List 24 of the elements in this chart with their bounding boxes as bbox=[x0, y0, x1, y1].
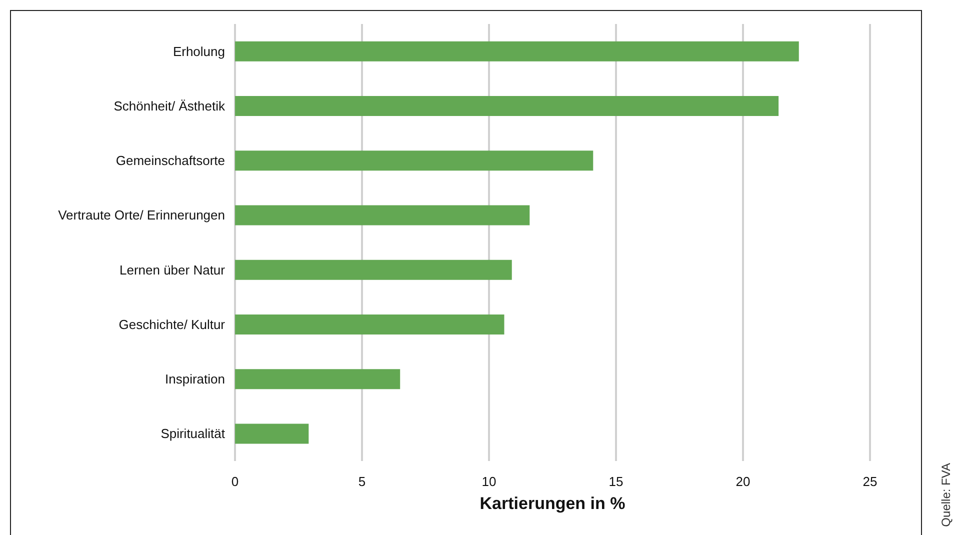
x-tick-label: 25 bbox=[862, 474, 878, 489]
y-tick-label: Spiritualität bbox=[160, 426, 226, 442]
bar bbox=[235, 205, 530, 226]
source-note: Quelle: FVA bbox=[939, 463, 953, 527]
x-tick-label: 0 bbox=[231, 474, 239, 489]
y-tick-label: Schönheit/ Ästhetik bbox=[114, 98, 226, 114]
x-tick-label: 10 bbox=[482, 474, 496, 489]
y-tick-label: Geschichte/ Kultur bbox=[118, 316, 226, 332]
bar bbox=[235, 314, 504, 334]
bar bbox=[235, 260, 512, 280]
y-tick-label: Erholung bbox=[172, 44, 225, 59]
bar bbox=[235, 424, 309, 444]
x-axis-title: Kartierungen in % bbox=[480, 494, 626, 513]
y-tick-label: Inspiration bbox=[165, 372, 225, 387]
x-tick-label: 5 bbox=[358, 474, 366, 489]
bar bbox=[235, 150, 594, 171]
bar bbox=[235, 369, 400, 390]
x-tick-label: 15 bbox=[608, 474, 624, 489]
y-tick-label: Gemeinschaftsorte bbox=[116, 153, 225, 168]
y-tick-label: Lernen über Natur bbox=[119, 262, 226, 278]
x-tick-label: 20 bbox=[736, 474, 750, 489]
y-tick-label: Vertraute Orte/ Erinnerungen bbox=[58, 208, 225, 223]
bar bbox=[235, 41, 799, 62]
bar bbox=[235, 96, 779, 116]
